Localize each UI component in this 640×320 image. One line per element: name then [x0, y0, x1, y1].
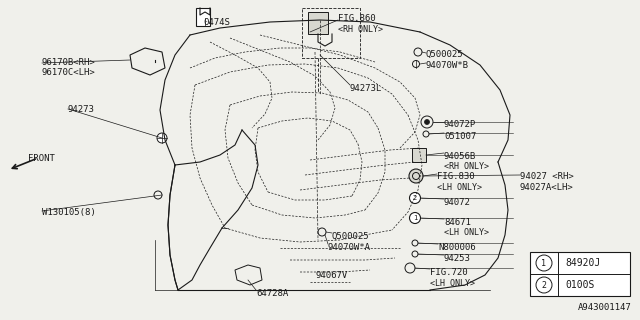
Bar [308, 12, 328, 34]
Text: 94273L: 94273L [350, 84, 382, 93]
Text: N800006: N800006 [438, 243, 476, 252]
Bar [530, 252, 630, 296]
Text: 051007: 051007 [444, 132, 476, 141]
Text: 94072: 94072 [444, 198, 471, 207]
Text: 2: 2 [413, 195, 417, 201]
Text: 94027A<LH>: 94027A<LH> [520, 183, 573, 192]
Text: 94072P: 94072P [444, 120, 476, 129]
Text: 94056B: 94056B [444, 152, 476, 161]
Text: 84671: 84671 [444, 218, 471, 227]
Text: FIG.860: FIG.860 [338, 14, 376, 23]
Circle shape [409, 169, 423, 183]
Text: 94070W*A: 94070W*A [328, 243, 371, 252]
Circle shape [536, 255, 552, 271]
Circle shape [424, 119, 429, 124]
Text: <LH ONLY>: <LH ONLY> [437, 183, 482, 192]
Text: <RH ONLY>: <RH ONLY> [444, 162, 489, 171]
Circle shape [410, 193, 420, 204]
Text: 1: 1 [413, 215, 417, 221]
Circle shape [157, 133, 167, 143]
Text: W130105(8): W130105(8) [42, 208, 96, 217]
Text: 2: 2 [541, 281, 547, 290]
Text: FIG.720: FIG.720 [430, 268, 468, 277]
Text: 96170C<LH>: 96170C<LH> [42, 68, 96, 77]
Text: <LH ONLY>: <LH ONLY> [444, 228, 489, 237]
Text: 0100S: 0100S [565, 280, 595, 290]
Text: 94067V: 94067V [316, 271, 348, 280]
Text: FRONT: FRONT [28, 154, 55, 163]
Text: <LH ONLY>: <LH ONLY> [430, 279, 475, 288]
Text: FIG.830: FIG.830 [437, 172, 475, 181]
Text: 0474S: 0474S [203, 18, 230, 27]
Text: 94027 <RH>: 94027 <RH> [520, 172, 573, 181]
Circle shape [410, 212, 420, 223]
Bar [302, 8, 360, 58]
Text: 84920J: 84920J [565, 258, 600, 268]
Text: Q500025: Q500025 [426, 50, 463, 59]
Text: 64728A: 64728A [256, 289, 288, 298]
Text: <RH ONLY>: <RH ONLY> [338, 25, 383, 34]
Text: 1: 1 [541, 259, 547, 268]
Text: 94070W*B: 94070W*B [426, 61, 469, 70]
Text: A943001147: A943001147 [579, 303, 632, 312]
Text: 94273: 94273 [68, 105, 95, 114]
Text: Q500025: Q500025 [332, 232, 370, 241]
Bar [412, 148, 426, 162]
Circle shape [536, 277, 552, 293]
FancyBboxPatch shape [196, 8, 210, 26]
Text: 96170B<RH>: 96170B<RH> [42, 58, 96, 67]
Text: 94253: 94253 [444, 254, 471, 263]
